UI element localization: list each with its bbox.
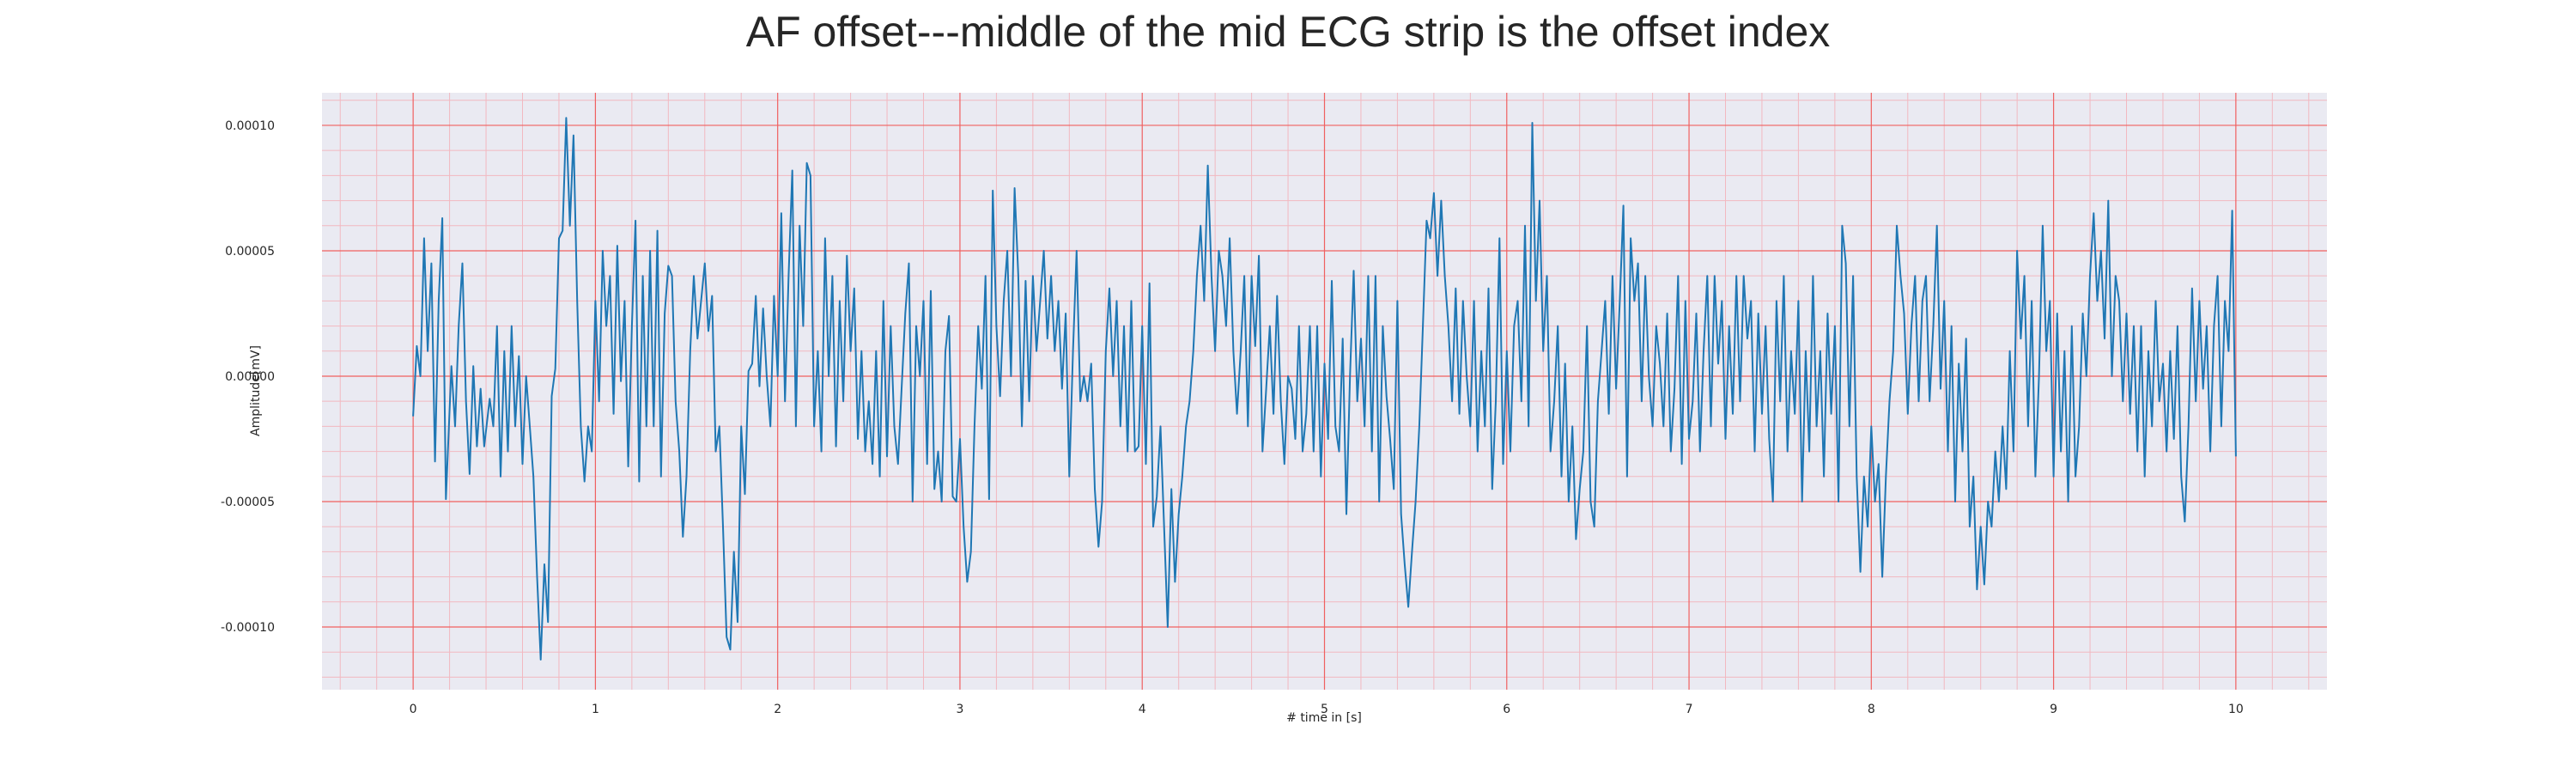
y-axis-label: Amplitude[mV] xyxy=(249,345,263,436)
series-line xyxy=(412,117,2237,660)
x-tick-label: 0 xyxy=(410,703,417,716)
x-tick-label: 1 xyxy=(592,703,599,716)
x-tick-label: 7 xyxy=(1686,703,1693,716)
x-tick-label: 4 xyxy=(1139,703,1146,716)
y-tick-label: -0.00005 xyxy=(221,496,275,509)
y-tick-label: 0.00000 xyxy=(225,370,275,384)
x-tick-label: 9 xyxy=(2050,703,2057,716)
x-tick-label: 6 xyxy=(1503,703,1510,716)
x-axis-label: # time in [s] xyxy=(1286,711,1362,725)
y-tick-label: -0.00010 xyxy=(221,621,275,635)
major-grid xyxy=(322,93,2327,690)
x-tick-label: 5 xyxy=(1321,703,1328,716)
y-tick-label: 0.00005 xyxy=(225,245,275,259)
chart-title: AF offset---middle of the mid ECG strip … xyxy=(746,8,1831,56)
y-tick-label: 0.00010 xyxy=(225,119,275,133)
y-axis-ticks: -0.00010 -0.00005 0.00000 0.00005 0.00010 xyxy=(221,119,275,635)
x-tick-label: 10 xyxy=(2228,703,2244,716)
x-tick-label: 2 xyxy=(774,703,781,716)
x-tick-label: 8 xyxy=(1868,703,1875,716)
x-axis-ticks: 0 1 2 3 4 5 6 7 8 9 10 xyxy=(410,703,2244,716)
x-tick-label: 3 xyxy=(956,703,963,716)
